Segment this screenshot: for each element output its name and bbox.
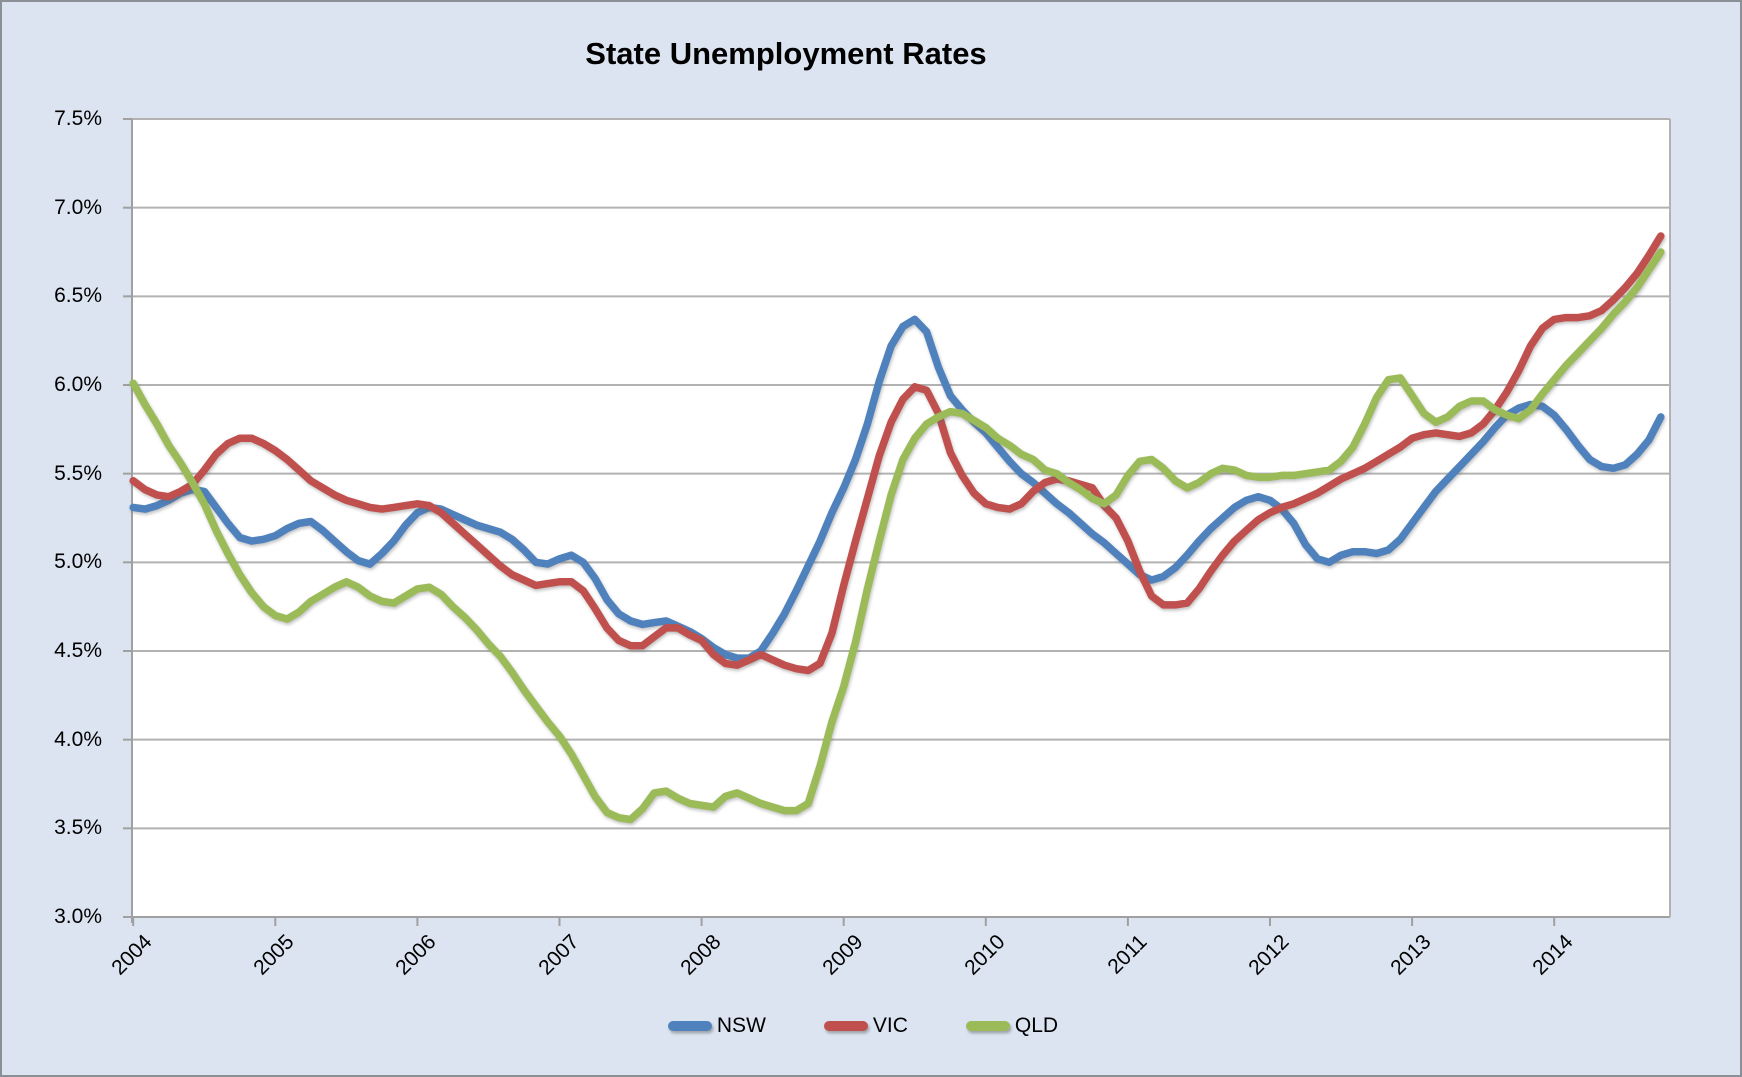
y-axis-tick-label: 4.0%	[54, 727, 102, 751]
vic-line-swatch-icon	[823, 1021, 868, 1031]
y-axis-tick-label: 5.5%	[54, 461, 102, 485]
nsw-line-swatch-icon	[667, 1021, 712, 1031]
vic-series-line	[129, 232, 1665, 675]
legend-label-qld: QLD	[1014, 1014, 1059, 1037]
y-axis-tick-label: 6.0%	[54, 373, 102, 396]
legend-label-vic: VIC	[872, 1014, 908, 1037]
y-axis-tick-label: 6.5%	[54, 284, 102, 308]
y-axis-tick-label: 7.5%	[54, 107, 102, 130]
y-axis-tick-label: 7.0%	[54, 195, 102, 219]
chart-title: State Unemployment Rates	[585, 36, 987, 71]
legend: NSW VIC QLD	[2, 1014, 1732, 1038]
y-axis-tick-label: 3.5%	[54, 816, 102, 840]
nsw-series-line	[129, 315, 1665, 662]
qld-series-line	[129, 248, 1665, 824]
legend-item-nsw: NSW	[667, 1014, 766, 1038]
qld-line-swatch-icon	[965, 1021, 1010, 1031]
y-axis-tick-label: 5.0%	[54, 550, 102, 574]
y-axis-tick-label: 4.5%	[54, 639, 102, 662]
legend-label-nsw: NSW	[716, 1014, 766, 1037]
y-axis-tick-label: 3.0%	[54, 905, 102, 928]
legend-item-vic: VIC	[823, 1014, 908, 1038]
plot-area	[132, 119, 1670, 917]
legend-item-qld: QLD	[965, 1014, 1059, 1038]
